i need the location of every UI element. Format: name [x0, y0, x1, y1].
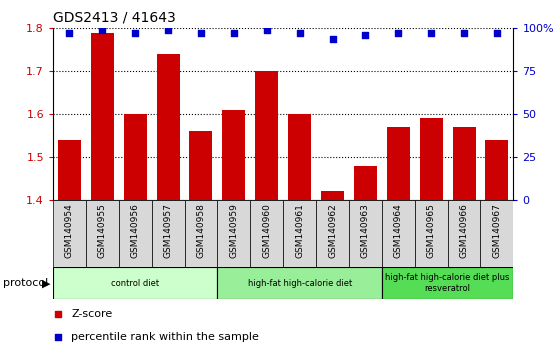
Bar — [91, 33, 114, 200]
Bar — [349, 200, 382, 267]
Text: high-fat high-calorie diet: high-fat high-calorie diet — [248, 279, 352, 288]
Bar — [288, 114, 311, 200]
Text: GSM140962: GSM140962 — [328, 203, 337, 258]
Point — [328, 36, 337, 41]
Point — [295, 31, 304, 36]
Text: ▶: ▶ — [42, 278, 50, 288]
Bar — [58, 140, 81, 200]
Bar — [222, 110, 246, 200]
Point — [427, 31, 436, 36]
Bar — [283, 200, 316, 267]
Point — [196, 31, 205, 36]
Bar — [190, 131, 213, 200]
Bar — [382, 200, 415, 267]
Text: GSM140954: GSM140954 — [65, 203, 74, 258]
Bar — [316, 200, 349, 267]
Bar — [354, 166, 377, 200]
Text: GSM140966: GSM140966 — [460, 203, 469, 258]
Text: GSM140965: GSM140965 — [427, 203, 436, 258]
Bar — [218, 200, 251, 267]
Point — [460, 31, 469, 36]
Text: GSM140956: GSM140956 — [131, 203, 140, 258]
Bar — [152, 200, 185, 267]
Text: GSM140964: GSM140964 — [394, 203, 403, 258]
Text: GSM140958: GSM140958 — [196, 203, 205, 258]
Bar — [415, 200, 448, 267]
Text: GSM140967: GSM140967 — [492, 203, 502, 258]
Point — [229, 31, 238, 36]
Point — [394, 31, 403, 36]
Bar — [321, 192, 344, 200]
Text: Z-score: Z-score — [71, 309, 113, 319]
Point — [320, 218, 329, 224]
Bar — [185, 200, 218, 267]
Point — [262, 27, 271, 33]
Point — [320, 9, 329, 15]
Point — [361, 32, 370, 38]
Bar — [485, 140, 508, 200]
Text: GSM140960: GSM140960 — [262, 203, 271, 258]
Point — [98, 27, 107, 33]
Text: GSM140959: GSM140959 — [229, 203, 238, 258]
Bar — [480, 200, 513, 267]
Bar — [86, 200, 119, 267]
Text: protocol: protocol — [3, 278, 48, 288]
Bar — [453, 127, 475, 200]
Text: GDS2413 / 41643: GDS2413 / 41643 — [53, 11, 176, 25]
Bar — [382, 267, 513, 299]
Bar — [218, 267, 382, 299]
Point — [163, 27, 172, 33]
Bar — [387, 127, 410, 200]
Text: GSM140963: GSM140963 — [361, 203, 370, 258]
Text: GSM140957: GSM140957 — [163, 203, 172, 258]
Bar — [420, 119, 442, 200]
Text: GSM140961: GSM140961 — [295, 203, 304, 258]
Bar — [255, 71, 278, 200]
Bar — [119, 200, 152, 267]
Bar — [251, 200, 283, 267]
Text: percentile rank within the sample: percentile rank within the sample — [71, 332, 259, 342]
Bar — [53, 200, 86, 267]
Bar — [124, 114, 147, 200]
Text: control diet: control diet — [111, 279, 159, 288]
Point — [65, 31, 74, 36]
Bar — [448, 200, 480, 267]
Text: high-fat high-calorie diet plus
resveratrol: high-fat high-calorie diet plus resverat… — [386, 274, 510, 293]
Point — [131, 31, 140, 36]
Bar — [157, 54, 180, 200]
Point — [493, 31, 502, 36]
Text: GSM140955: GSM140955 — [98, 203, 107, 258]
Bar — [53, 267, 218, 299]
